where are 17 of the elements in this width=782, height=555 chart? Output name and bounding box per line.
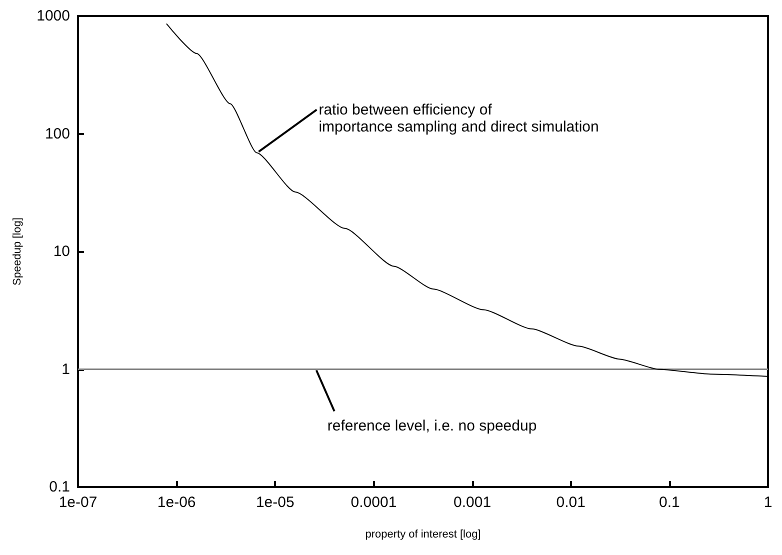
x-tick-label: 1e-07 xyxy=(58,494,98,511)
x-tick-label: 1e-06 xyxy=(157,494,196,511)
y-axis-title: Speedup [log] xyxy=(12,218,24,286)
x-tick-label: 0.0001 xyxy=(350,494,397,511)
x-tick-label: 0.01 xyxy=(556,494,586,511)
y-tick-label: 0.1 xyxy=(49,478,70,496)
y-tick-label: 1 xyxy=(62,360,70,378)
y-tick-label: 10 xyxy=(53,243,70,260)
annotation: reference level, i.e. no speedup xyxy=(327,417,537,434)
y-tick-label: 100 xyxy=(44,125,70,142)
x-tick-label: 1 xyxy=(764,494,772,511)
annotation: ratio between efficiency of importance sampling and direct simulation xyxy=(318,102,599,136)
y-tick-label: 1000 xyxy=(36,8,70,24)
x-tick-label: 0.001 xyxy=(454,494,492,511)
x-axis-title: property of interest [log] xyxy=(365,528,481,540)
x-tick-label: 1e-05 xyxy=(256,494,294,511)
x-tick-label: 0.1 xyxy=(659,494,680,511)
